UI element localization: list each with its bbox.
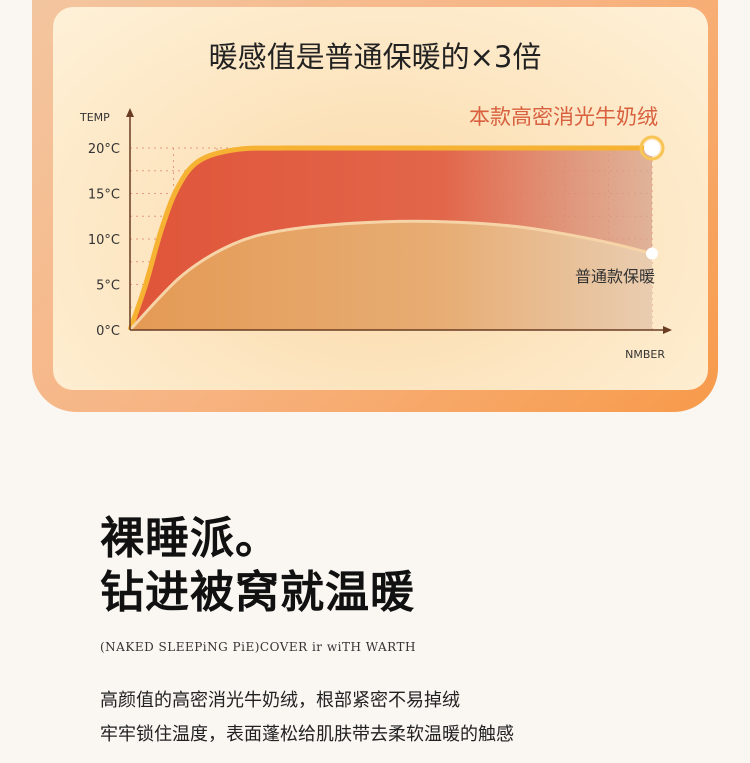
warmth-chart: 0°C 5°C 10°C 15°C 20°C TEMP NMBER 本款高密消光牛奶绒普通款保… bbox=[79, 105, 672, 361]
headline-line-1: 裸睡派。 bbox=[100, 513, 280, 564]
series-endpoint-2 bbox=[646, 247, 658, 260]
y-tick-label: 15°C bbox=[88, 188, 120, 203]
y-axis-label: TEMP bbox=[79, 111, 110, 124]
headline: 裸睡派。 钻进被窝就温暖 bbox=[100, 512, 415, 620]
y-tick-label: 5°C bbox=[96, 279, 120, 294]
x-axis-label: NMBER bbox=[625, 348, 665, 361]
series-label-2: 普通款保暖 bbox=[575, 267, 655, 286]
body-line-1: 高颜值的高密消光牛奶绒，根部紧密不易掉绒 bbox=[100, 690, 460, 711]
series-line-1 bbox=[127, 145, 652, 331]
subtitle: (NAKED SLEEPiNG PiE)COVER ir wiTH WARTH bbox=[100, 640, 416, 654]
series-area-2 bbox=[130, 221, 652, 330]
series-endpoint-1 bbox=[644, 140, 660, 156]
y-tick-label: 10°C bbox=[88, 233, 120, 248]
y-tick-label: 20°C bbox=[88, 142, 120, 157]
y-tick-label: 0°C bbox=[96, 324, 120, 339]
series-label-1: 本款高密消光牛奶绒 bbox=[469, 105, 658, 129]
headline-line-2: 钻进被窝就温暖 bbox=[100, 567, 415, 618]
y-axis-arrow bbox=[126, 108, 134, 117]
body-line-2: 牢牢锁住温度，表面蓬松给肌肤带去柔软温暖的触感 bbox=[100, 724, 514, 745]
endpoint-halo bbox=[639, 135, 665, 161]
x-axis-arrow bbox=[663, 326, 672, 334]
series-line-2 bbox=[128, 219, 653, 332]
panel-title: 暖感值是普通保暖的×3倍 bbox=[208, 40, 542, 74]
